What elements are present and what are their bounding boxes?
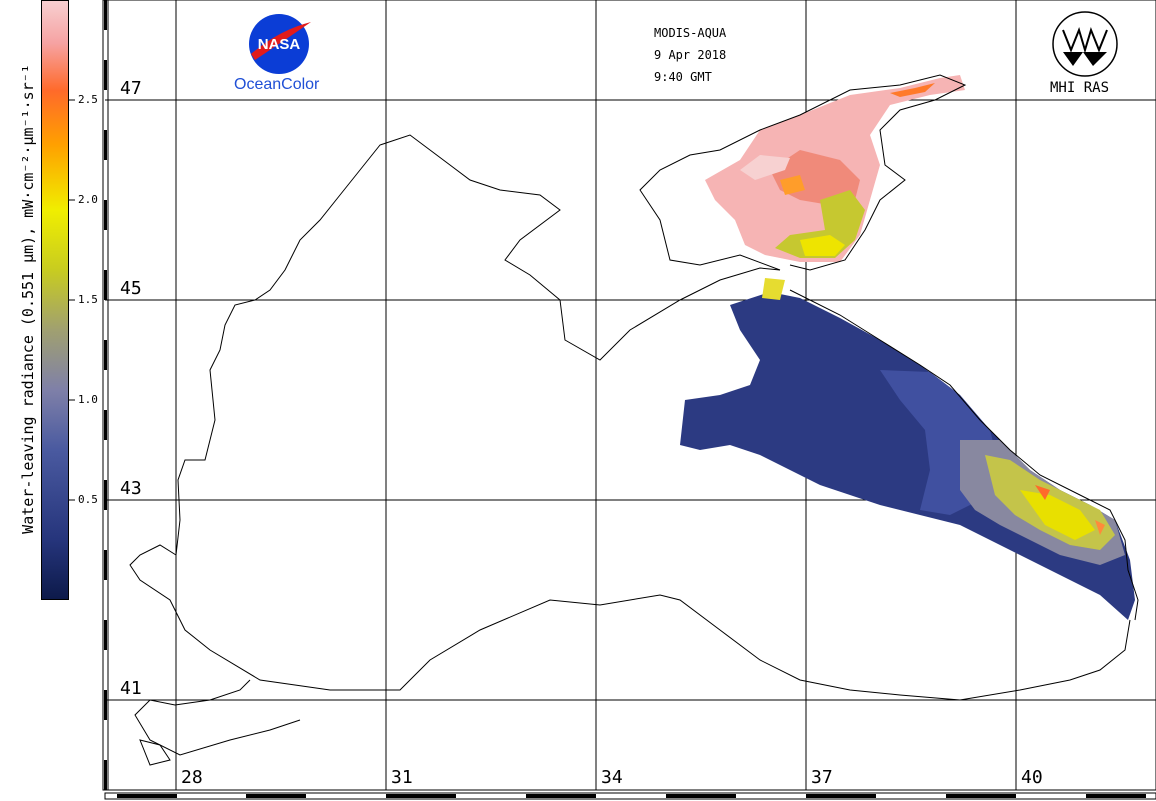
lat-label: 47 (120, 78, 142, 99)
image-header: MODIS-AQUA 9 Apr 2018 9:40 GMT (654, 22, 726, 88)
lon-label: 31 (391, 767, 413, 788)
lon-label: 34 (601, 767, 623, 788)
lat-label: 45 (120, 278, 142, 299)
colorbar-tick-marks (69, 99, 75, 501)
coastline (129, 74, 1139, 766)
mhi-caption: MHI RAS (1050, 80, 1110, 96)
lat-label: 41 (120, 678, 142, 699)
acquisition-time: 9:40 GMT (654, 70, 712, 84)
colorbar-tick: 2.5 (78, 93, 98, 106)
lat-label: 43 (120, 478, 142, 499)
colorbar-tick: 2.0 (78, 193, 98, 206)
azov-sea-data (705, 75, 965, 262)
acquisition-date: 9 Apr 2018 (654, 48, 727, 62)
colorbar-tick: 1.5 (78, 293, 98, 306)
lon-label: 40 (1021, 767, 1043, 788)
colorbar-tick: 0.5 (78, 493, 98, 506)
graticule (105, 0, 1156, 790)
sensor-name: MODIS-AQUA (654, 26, 727, 40)
scale-bar-left (102, 0, 109, 791)
lon-label: 37 (811, 767, 833, 788)
scale-bar-bottom (104, 792, 1156, 800)
nasa-logo: NASA (249, 14, 311, 74)
east-black-sea-data (680, 278, 1135, 620)
map-frame (104, 0, 1156, 791)
nasa-caption: OceanColor (234, 76, 320, 93)
mhi-logo (1052, 11, 1118, 77)
colorbar (41, 0, 69, 600)
lon-label: 28 (181, 767, 203, 788)
nasa-word: NASA (258, 36, 301, 53)
colorbar-tick: 1.0 (78, 393, 98, 406)
